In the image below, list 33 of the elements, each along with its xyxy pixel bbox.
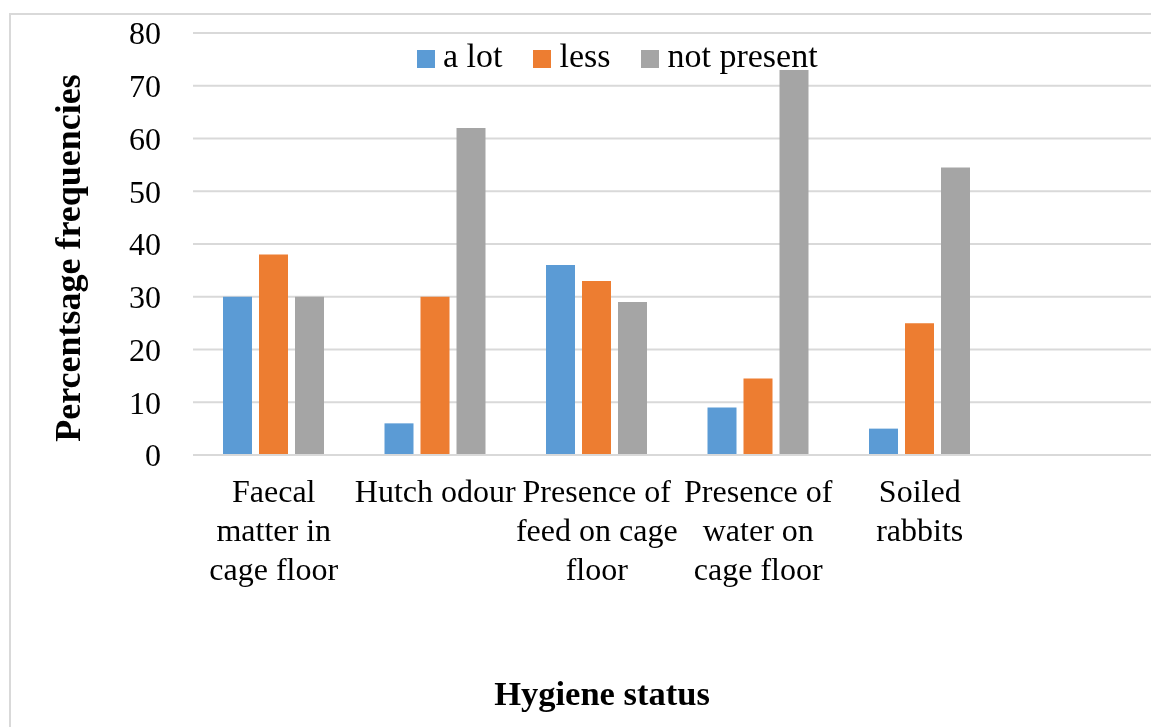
bar xyxy=(707,407,737,455)
y-tick-label: 20 xyxy=(129,331,161,368)
y-tick-label: 30 xyxy=(129,279,161,316)
y-tick-label: 0 xyxy=(145,437,161,474)
bar xyxy=(743,378,773,455)
legend-label: not present xyxy=(667,37,818,74)
y-tick-label: 10 xyxy=(129,384,161,421)
x-tick-label: Presence of feed on cage floor xyxy=(515,473,678,587)
x-tick-label: Hutch odour xyxy=(354,473,517,509)
bar xyxy=(618,302,647,455)
bar xyxy=(223,296,252,455)
legend-label: a lot xyxy=(443,37,503,74)
bar xyxy=(941,167,970,455)
x-tick-label: Presence of water on cage floor xyxy=(684,473,833,587)
legend-label: less xyxy=(559,37,611,74)
bar xyxy=(456,127,486,455)
y-axis-title: Percentsage frequencies xyxy=(48,74,89,442)
y-tick-label: 80 xyxy=(129,15,161,52)
y-tick-label: 40 xyxy=(129,226,161,263)
x-tick-label: Faecal matter in cage floor xyxy=(209,473,339,587)
y-tick-label: 50 xyxy=(129,173,161,210)
bar xyxy=(420,296,450,455)
bar xyxy=(905,323,934,455)
x-tick-label: Soiled rabbits xyxy=(876,473,964,548)
bar xyxy=(869,428,898,455)
x-axis-title: Hygiene status xyxy=(494,674,710,712)
bar xyxy=(546,265,575,455)
bar xyxy=(384,423,414,455)
y-tick-label: 70 xyxy=(129,68,161,105)
y-tick-label: 60 xyxy=(129,120,161,157)
bar xyxy=(582,280,611,455)
bar xyxy=(259,254,288,455)
bar xyxy=(295,296,324,455)
